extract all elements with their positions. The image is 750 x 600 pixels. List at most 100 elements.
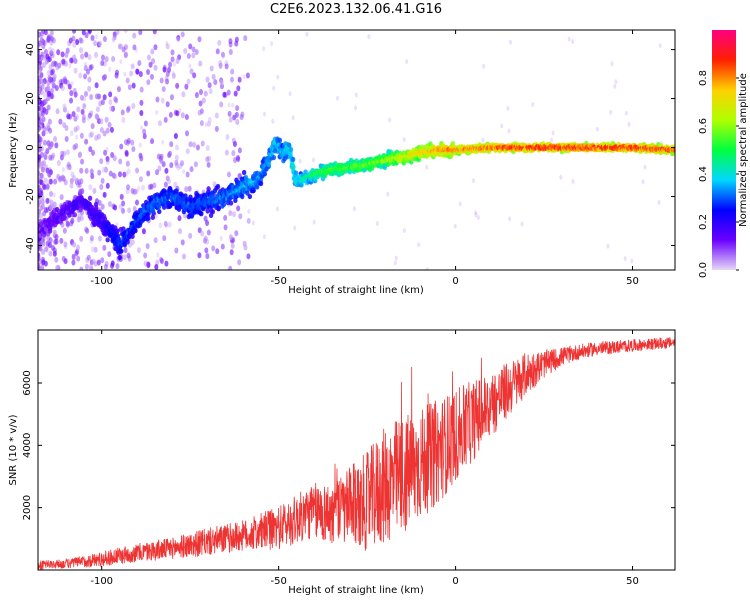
spectrogram-cell [187,185,192,192]
spectrogram-cell [134,188,139,195]
spectrogram-cell [247,193,253,200]
spectrogram-cell [198,100,203,107]
spectrogram-cell [109,105,114,112]
spectrogram-cell [194,92,199,99]
spectrogram-cell [83,65,88,72]
spectrogram-cell [39,212,44,219]
spectrogram-cell [228,234,233,241]
spectrogram-cell [38,266,41,270]
spectrogram-cell [162,235,167,242]
spectrogram-cell [84,51,89,58]
snr-y-axis-label: SNR (10 * v/v) [8,414,19,485]
spectrogram-cell [138,176,143,183]
spectrogram-cell [104,260,109,267]
spectrogram-cell [70,80,74,86]
spectrogram-cell [65,163,70,170]
spectrogram-cell [82,103,87,110]
spectrogram-cell [135,68,140,75]
spectrogram-cell [641,179,645,185]
spectrogram-cell [41,61,46,68]
spectrogram-cell [153,44,158,51]
spectrogram-y-tick-label: -40 [25,237,36,253]
spectrogram-cell [90,173,95,180]
spectrogram-cell [72,212,78,218]
spectrogram-cell [393,260,397,266]
spectrogram-cell [47,143,52,150]
spectrogram-cell [234,230,239,237]
spectrogram-cell [126,168,131,175]
spectrogram-cell [117,43,122,50]
spectrogram-cell [474,212,478,218]
spectrogram-cell [624,110,628,116]
spectrogram-cell [54,233,59,240]
spectrogram-cell [100,177,105,184]
spectrogram-cell [305,31,309,37]
spectrogram-cell [149,73,154,80]
spectrogram-cell [471,178,475,184]
spectrogram-cell [237,147,242,154]
spectrogram-cell [102,94,107,101]
spectrogram-cell [205,156,210,163]
spectrogram-cell [220,51,225,58]
spectrogram-cell [46,235,51,242]
spectrogram-cell [143,252,148,259]
spectrogram-cell [130,139,135,146]
spectrogram-cell [73,57,77,63]
snr-x-tick-label: -50 [270,576,286,587]
spectrogram-cell [177,228,182,235]
spectrogram-cell [176,34,181,41]
spectrogram-cell [425,164,429,170]
spectrogram-cell [246,253,251,260]
snr-y-tick-label: 2000 [22,495,33,520]
spectrogram-cell [272,85,276,91]
spectrogram-cell [99,127,104,134]
spectrogram-cell [199,120,204,127]
spectrogram-cell [116,236,121,242]
spectrogram-cell [240,194,245,200]
spectrogram-cell [237,259,242,266]
spectrogram-cell [402,137,406,143]
spectrogram-cell [87,54,92,61]
spectrogram-cell [87,85,92,92]
spectrogram-cell [132,44,137,51]
spectrogram-cell [38,170,41,177]
spectrogram-cell [223,214,228,221]
spectrogram-cell [185,171,190,178]
spectrogram-cell [59,194,64,201]
spectrogram-cell [55,108,60,115]
spectrogram-cell [72,54,77,61]
spectrogram-cell [184,186,189,193]
spectrogram-cell [75,244,80,251]
spectrogram-cell [139,99,144,106]
spectrogram-cell [38,49,41,56]
spectrogram-cell [290,162,296,169]
spectrogram-cell [275,206,279,212]
spectrogram-cell [48,204,53,211]
spectrogram-cell [133,228,138,234]
spectrogram-cell [146,69,151,76]
spectrogram-cell [60,85,65,92]
spectrogram-cell [46,122,51,129]
spectrogram-cell [146,54,151,61]
spectrogram-cell [230,242,235,249]
spectrogram-cell [214,126,219,133]
spectrogram-cell [163,220,168,227]
spectrogram-cell [223,224,228,231]
spectrogram-cell [38,263,41,270]
spectrogram-cell [47,171,52,178]
spectrogram-cell [105,127,110,134]
spectrogram-cell [79,266,84,270]
spectrogram-cell [178,163,183,170]
spectrogram-cell [156,252,160,258]
spectrogram-cell [189,68,194,75]
spectrogram-cell [150,208,156,214]
spectrogram-cell [96,259,101,266]
spectrogram-cell [84,32,89,39]
spectrogram-cell [130,239,135,246]
spectrogram-cell [50,68,55,75]
spectrogram-cell [112,155,117,162]
spectrogram-cell [69,177,74,184]
spectrogram-cell [559,174,563,180]
spectrogram-cell [159,77,164,84]
spectrogram-cell [138,30,143,36]
